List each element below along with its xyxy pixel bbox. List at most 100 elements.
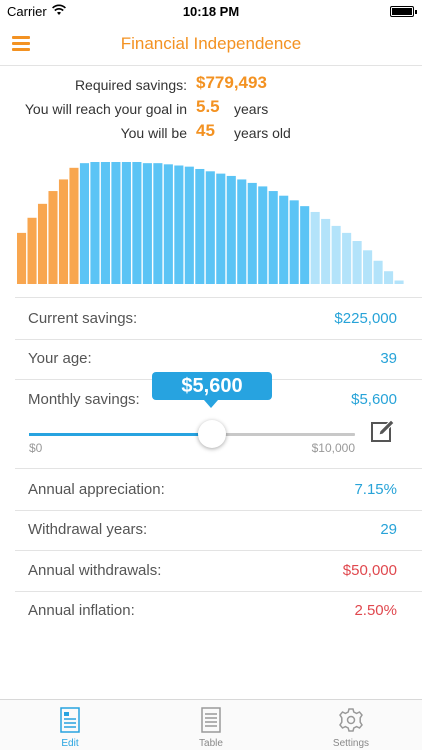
- chart-bar-withdrawal: [237, 179, 247, 284]
- chart-bar-withdrawal: [174, 165, 184, 284]
- monthly-savings-row[interactable]: Monthly savings: $5,600: [28, 380, 397, 420]
- carrier-label: Carrier: [7, 4, 47, 19]
- chart-bar-withdrawal: [153, 163, 163, 284]
- goal-age-label: You will be: [120, 125, 187, 141]
- your-age-label: Your age:: [28, 350, 92, 367]
- current-savings-value[interactable]: $225,000: [334, 310, 397, 327]
- divider: [15, 510, 422, 511]
- withdrawal-years-value[interactable]: 29: [380, 521, 397, 538]
- current-savings-label: Current savings:: [28, 310, 138, 327]
- monthly-savings-slider-track[interactable]: [29, 433, 355, 436]
- your-age-value[interactable]: 39: [380, 350, 397, 367]
- gear-icon: [339, 708, 363, 732]
- chart-bar-withdrawal: [100, 162, 110, 284]
- chart-bar-projection: [384, 271, 394, 284]
- chart-bar-withdrawal: [142, 163, 152, 284]
- chart-bar-withdrawal: [195, 168, 205, 284]
- withdrawal-years-label: Withdrawal years:: [28, 521, 148, 538]
- chart-bar-projection: [331, 225, 341, 284]
- divider: [15, 591, 422, 592]
- chart-bar-saving: [48, 191, 58, 284]
- chart-bar-withdrawal: [268, 191, 278, 284]
- chart-bar-projection: [373, 260, 383, 284]
- withdrawal-years-row[interactable]: Withdrawal years: 29: [28, 510, 397, 550]
- tab-edit-label: Edit: [61, 738, 79, 749]
- goal-age-value: 45: [196, 121, 215, 140]
- goal-years-label: You will reach your goal in: [24, 101, 187, 117]
- goal-age-unit: years old: [234, 125, 291, 141]
- chart-bar-withdrawal: [90, 162, 100, 284]
- goal-years-unit: years: [234, 101, 269, 117]
- slider-thumb[interactable]: [197, 420, 226, 448]
- tab-edit[interactable]: Edit: [20, 700, 120, 750]
- annual-withdrawals-value[interactable]: $50,000: [342, 562, 397, 579]
- divider: [15, 550, 422, 551]
- required-savings-row: Required savings: $779,493: [0, 72, 422, 96]
- chart-bar-saving: [37, 203, 48, 284]
- chart-bar-withdrawal: [111, 162, 121, 284]
- annual-appreciation-label: Annual appreciation:: [28, 481, 165, 498]
- hamburger-menu-icon[interactable]: [12, 36, 30, 51]
- annual-withdrawals-label: Annual withdrawals:: [28, 562, 162, 579]
- chart-bar-projection: [321, 218, 331, 284]
- chart-bar-saving: [69, 167, 79, 284]
- chart-bar-saving: [17, 232, 27, 284]
- tab-settings-label: Settings: [332, 738, 370, 749]
- monthly-savings-label: Monthly savings:: [28, 391, 140, 408]
- divider: [15, 468, 422, 469]
- monthly-savings-value[interactable]: $5,600: [351, 391, 397, 408]
- tab-settings[interactable]: Settings: [301, 700, 401, 750]
- savings-bar-chart: [17, 162, 404, 284]
- navigation-bar: Financial Independence: [0, 22, 422, 66]
- chart-bar-projection: [342, 232, 352, 284]
- chart-bar-withdrawal: [226, 175, 236, 284]
- chart-bar-withdrawal: [132, 162, 142, 284]
- required-savings-label: Required savings:: [74, 77, 187, 93]
- slider-value-bubble: $5,600: [152, 372, 272, 408]
- required-savings-value: $779,493: [196, 73, 267, 92]
- tab-table[interactable]: Table: [161, 700, 261, 750]
- chart-bar-projection: [310, 211, 320, 284]
- chart-bar-withdrawal: [289, 200, 299, 284]
- chart-bar-withdrawal: [247, 182, 257, 284]
- divider: [15, 339, 422, 340]
- annual-inflation-label: Annual inflation:: [28, 602, 135, 619]
- chart-bar-withdrawal: [300, 206, 310, 284]
- edit-document-icon: [60, 707, 80, 733]
- chart-bar-withdrawal: [258, 186, 268, 284]
- annual-inflation-row[interactable]: Annual inflation: 2.50%: [28, 591, 397, 631]
- tab-bar: Edit Table Settings: [0, 699, 422, 750]
- goal-years-row: You will reach your goal in 5.5 years: [0, 96, 422, 120]
- status-bar: Carrier 10:18 PM: [0, 0, 422, 22]
- divider: [15, 297, 422, 298]
- chart-bar-withdrawal: [216, 173, 226, 284]
- battery-icon: [390, 6, 417, 17]
- annual-appreciation-value[interactable]: 7.15%: [354, 481, 397, 498]
- annual-withdrawals-row[interactable]: Annual withdrawals: $50,000: [28, 551, 397, 591]
- chart-bar-projection: [394, 280, 404, 284]
- current-savings-row[interactable]: Current savings: $225,000: [28, 299, 397, 339]
- tab-table-label: Table: [199, 738, 223, 749]
- annual-appreciation-row[interactable]: Annual appreciation: 7.15%: [28, 470, 397, 510]
- chart-bar-withdrawal: [205, 171, 215, 284]
- annual-inflation-value[interactable]: 2.50%: [354, 602, 397, 619]
- table-document-icon: [201, 707, 221, 733]
- wifi-icon: [52, 4, 66, 15]
- chart-bar-projection: [352, 241, 362, 284]
- goal-years-value: 5.5: [196, 97, 220, 116]
- your-age-row[interactable]: Your age: 39: [28, 339, 397, 379]
- goal-age-row: You will be 45 years old: [0, 120, 422, 144]
- chart-bar-withdrawal: [163, 164, 173, 284]
- chart-bar-withdrawal: [279, 195, 289, 284]
- goal-summary: Required savings: $779,493 You will reac…: [0, 72, 422, 144]
- clock: 10:18 PM: [182, 4, 240, 19]
- slider-max-label: $10,000: [311, 441, 355, 455]
- chart-bar-saving: [58, 179, 69, 284]
- slider-min-label: $0: [29, 441, 43, 455]
- slider-fill: [29, 433, 212, 436]
- page-title: Financial Independence: [120, 34, 302, 53]
- chart-bar-withdrawal: [121, 162, 131, 284]
- edit-pencil-icon[interactable]: [370, 418, 396, 444]
- chart-bar-saving: [27, 217, 37, 284]
- chart-bar-withdrawal: [79, 163, 90, 284]
